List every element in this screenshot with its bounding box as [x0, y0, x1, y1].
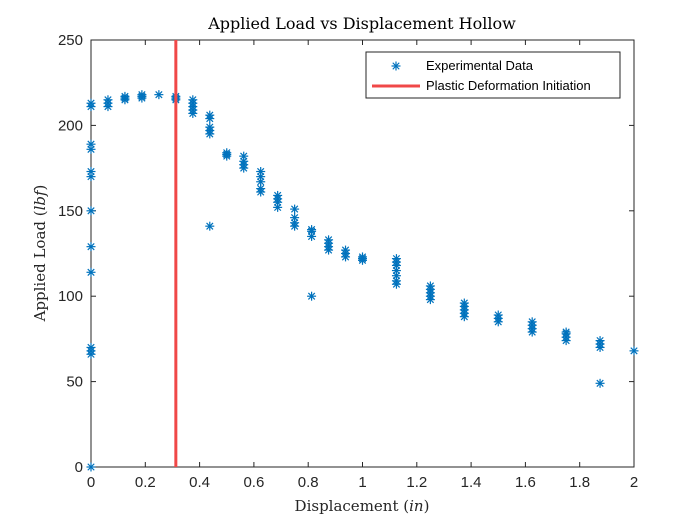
y-tick-label: 50 [66, 374, 83, 391]
data-point [188, 95, 198, 105]
data-point [341, 245, 351, 255]
y-tick-label: 250 [58, 32, 83, 49]
legend: Experimental Data Plastic Deformation In… [365, 51, 621, 99]
data-point [290, 204, 300, 214]
data-point [358, 252, 367, 262]
data-point [459, 298, 469, 308]
x-tick-label: 1.6 [515, 474, 536, 491]
x-tick-label: 1 [358, 474, 366, 491]
data-point [595, 378, 605, 388]
x-axis-label-unit: in [409, 497, 423, 515]
data-point [307, 291, 317, 301]
y-axis-label: Applied Load (lbf) [31, 185, 49, 323]
data-point [595, 336, 605, 346]
data-point [561, 327, 571, 337]
y-tick-label: 100 [58, 288, 83, 305]
y-axis-label-text: Applied Load [31, 216, 49, 322]
data-point [137, 90, 147, 100]
x-tick-label: 0.4 [189, 474, 210, 491]
data-point [86, 462, 96, 472]
y-tick-label: 0 [75, 459, 83, 476]
legend-marker-experimental-data [391, 61, 401, 71]
data-point [290, 213, 300, 223]
x-axis-label-text: Displacement [295, 497, 404, 515]
x-axis: 0 0.2 0.4 0.6 0.8 1 1.2 1.4 1.6 1.8 2 [87, 40, 638, 491]
data-point [629, 346, 639, 356]
data-point [205, 122, 215, 132]
data-point [256, 167, 266, 177]
legend-asterisk [391, 61, 401, 71]
data-point [256, 184, 266, 194]
data-point [324, 235, 334, 245]
data-point [86, 206, 96, 216]
y-tick-label: 150 [58, 203, 83, 220]
x-tick-label: 1.4 [461, 474, 482, 491]
data-point [120, 91, 130, 101]
y-axis-label-unit: lbf [31, 188, 49, 210]
data-point [222, 148, 232, 158]
x-tick-label: 1.8 [569, 474, 590, 491]
y-axis: 0 50 100 150 200 250 [58, 32, 634, 476]
series-experimental-data [86, 90, 639, 472]
x-tick-label: 0.2 [135, 474, 156, 491]
data-point [86, 242, 96, 252]
legend-label-plastic-deformation: Plastic Deformation Initiation [426, 78, 591, 93]
x-axis-label: Displacement (in) [295, 497, 430, 515]
data-point [239, 151, 249, 161]
x-tick-label: 0.8 [298, 474, 319, 491]
data-point [86, 98, 96, 108]
legend-label-experimental-data: Experimental Data [426, 58, 534, 73]
data-point [86, 342, 96, 352]
x-tick-label: 2 [630, 474, 638, 491]
data-point [425, 281, 435, 291]
data-point [527, 317, 537, 327]
x-tick-label: 1.2 [406, 474, 427, 491]
data-point [391, 254, 401, 264]
legend-box [365, 51, 621, 99]
data-point [86, 267, 96, 277]
data-point [154, 90, 164, 100]
x-tick-label: 0.6 [243, 474, 264, 491]
data-point [86, 139, 96, 149]
data-point [86, 167, 96, 177]
data-point [205, 110, 215, 120]
chart-title: Applied Load vs Displacement Hollow [207, 14, 516, 33]
data-point [493, 310, 503, 320]
data-point [307, 225, 317, 235]
data-point [273, 190, 283, 200]
data-point [205, 221, 215, 231]
y-tick-label: 200 [58, 117, 83, 134]
data-point [103, 95, 113, 105]
x-tick-label: 0 [87, 474, 95, 491]
